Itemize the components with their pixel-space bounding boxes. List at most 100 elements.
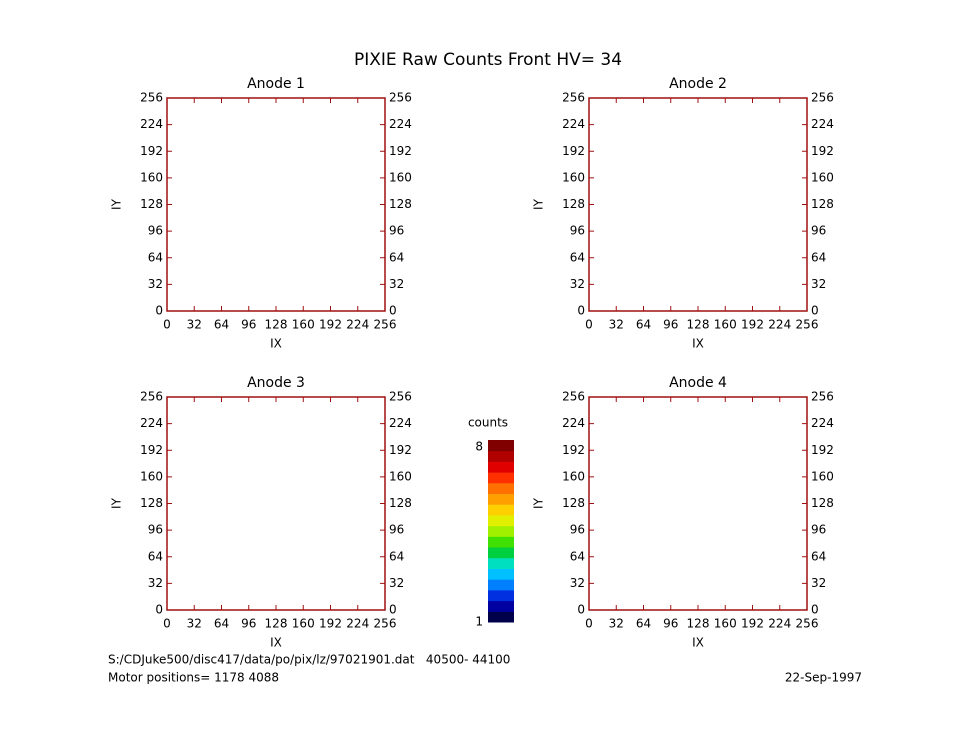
y-tick-label: 32 (570, 277, 585, 291)
y2-tick-label: 160 (389, 170, 412, 184)
y-tick-label: 224 (140, 416, 163, 430)
x-tick-label: 64 (636, 617, 651, 631)
y-tick-label: 96 (148, 523, 163, 537)
y2-tick-label: 160 (811, 469, 834, 483)
x-tick-label: 32 (187, 318, 202, 332)
y-tick-label: 160 (140, 469, 163, 483)
x-tick-label: 192 (319, 617, 342, 631)
x-tick-label: 192 (319, 318, 342, 332)
y2-tick-label: 192 (811, 443, 834, 457)
y-tick-label: 192 (562, 443, 585, 457)
y2-tick-label: 32 (811, 576, 826, 590)
panel-title: Anode 2 (669, 76, 727, 92)
colorbar-swatch (488, 461, 514, 473)
y-tick-label: 224 (562, 416, 585, 430)
colorbar-swatch (488, 536, 514, 548)
x-tick-label: 32 (609, 318, 624, 332)
y-tick-label: 160 (562, 170, 585, 184)
y-axis-label: IY (110, 198, 124, 210)
x-tick-label: 128 (687, 318, 710, 332)
colorbar-swatch (488, 557, 514, 569)
y2-tick-label: 192 (389, 144, 412, 158)
x-tick-label: 192 (741, 617, 764, 631)
panel-title: Anode 1 (247, 76, 305, 92)
colorbar-max: 8 (475, 440, 483, 454)
y-tick-label: 64 (570, 250, 585, 264)
y2-tick-label: 64 (811, 250, 826, 264)
y-tick-label: 192 (140, 443, 163, 457)
y2-tick-label: 256 (811, 390, 834, 404)
footer-motor: Motor positions= 1178 4088 (108, 671, 279, 685)
x-tick-label: 96 (241, 617, 256, 631)
y2-tick-label: 224 (811, 416, 834, 430)
x-tick-label: 0 (163, 318, 171, 332)
panel-title: Anode 4 (669, 375, 727, 391)
y-tick-label: 192 (140, 144, 163, 158)
colorbar-swatch (488, 482, 514, 495)
y-tick-label: 0 (155, 603, 163, 617)
x-tick-label: 224 (768, 318, 791, 332)
y-tick-label: 96 (148, 224, 163, 238)
colorbar-swatch (488, 504, 514, 516)
y2-tick-label: 192 (389, 443, 412, 457)
colorbar-swatch (488, 589, 514, 602)
y-tick-label: 256 (140, 390, 163, 404)
y-tick-label: 128 (562, 197, 585, 211)
x-tick-label: 0 (585, 318, 593, 332)
x-tick-label: 64 (214, 617, 229, 631)
x-tick-label: 160 (714, 617, 737, 631)
y-tick-label: 256 (562, 390, 585, 404)
y2-tick-label: 0 (389, 304, 397, 318)
y2-tick-label: 0 (811, 304, 819, 318)
y2-tick-label: 256 (389, 91, 412, 105)
x-tick-label: 128 (265, 318, 288, 332)
x-tick-label: 224 (768, 617, 791, 631)
x-tick-label: 96 (663, 318, 678, 332)
y2-tick-label: 96 (389, 523, 404, 537)
x-tick-label: 160 (292, 617, 315, 631)
x-tick-label: 224 (346, 617, 369, 631)
y-axis-label: IY (110, 497, 124, 509)
x-tick-label: 96 (663, 617, 678, 631)
colorbar-swatch (488, 525, 514, 537)
y-tick-label: 256 (140, 91, 163, 105)
y-tick-label: 160 (140, 170, 163, 184)
colorbar-swatch (488, 514, 514, 527)
y-axis-label: IY (532, 497, 546, 509)
y-tick-label: 64 (148, 549, 163, 563)
y2-tick-label: 64 (389, 250, 404, 264)
y-tick-label: 0 (155, 304, 163, 318)
y2-tick-label: 224 (389, 117, 412, 131)
y-tick-label: 256 (562, 91, 585, 105)
x-axis-label: IX (270, 636, 282, 650)
y-tick-label: 32 (148, 277, 163, 291)
x-tick-label: 64 (636, 318, 651, 332)
colorbar-swatch (488, 472, 514, 484)
y2-tick-label: 192 (811, 144, 834, 158)
y2-tick-label: 224 (389, 416, 412, 430)
x-tick-label: 32 (609, 617, 624, 631)
x-tick-label: 0 (585, 617, 593, 631)
x-tick-label: 256 (796, 318, 819, 332)
x-tick-label: 256 (374, 318, 397, 332)
y-tick-label: 64 (148, 250, 163, 264)
page-title: PIXIE Raw Counts Front HV= 34 (354, 50, 622, 70)
x-tick-label: 192 (741, 318, 764, 332)
y-tick-label: 32 (570, 576, 585, 590)
x-tick-label: 160 (292, 318, 315, 332)
x-tick-label: 128 (265, 617, 288, 631)
y-axis-label: IY (532, 198, 546, 210)
x-axis-label: IX (692, 636, 704, 650)
y2-tick-label: 64 (389, 549, 404, 563)
y2-tick-label: 32 (389, 576, 404, 590)
colorbar-swatch (488, 450, 514, 462)
y2-tick-label: 32 (389, 277, 404, 291)
y2-tick-label: 32 (811, 277, 826, 291)
y2-tick-label: 0 (389, 603, 397, 617)
y2-tick-label: 256 (389, 390, 412, 404)
y-tick-label: 192 (562, 144, 585, 158)
colorbar-min: 1 (475, 615, 483, 629)
y2-tick-label: 96 (389, 224, 404, 238)
